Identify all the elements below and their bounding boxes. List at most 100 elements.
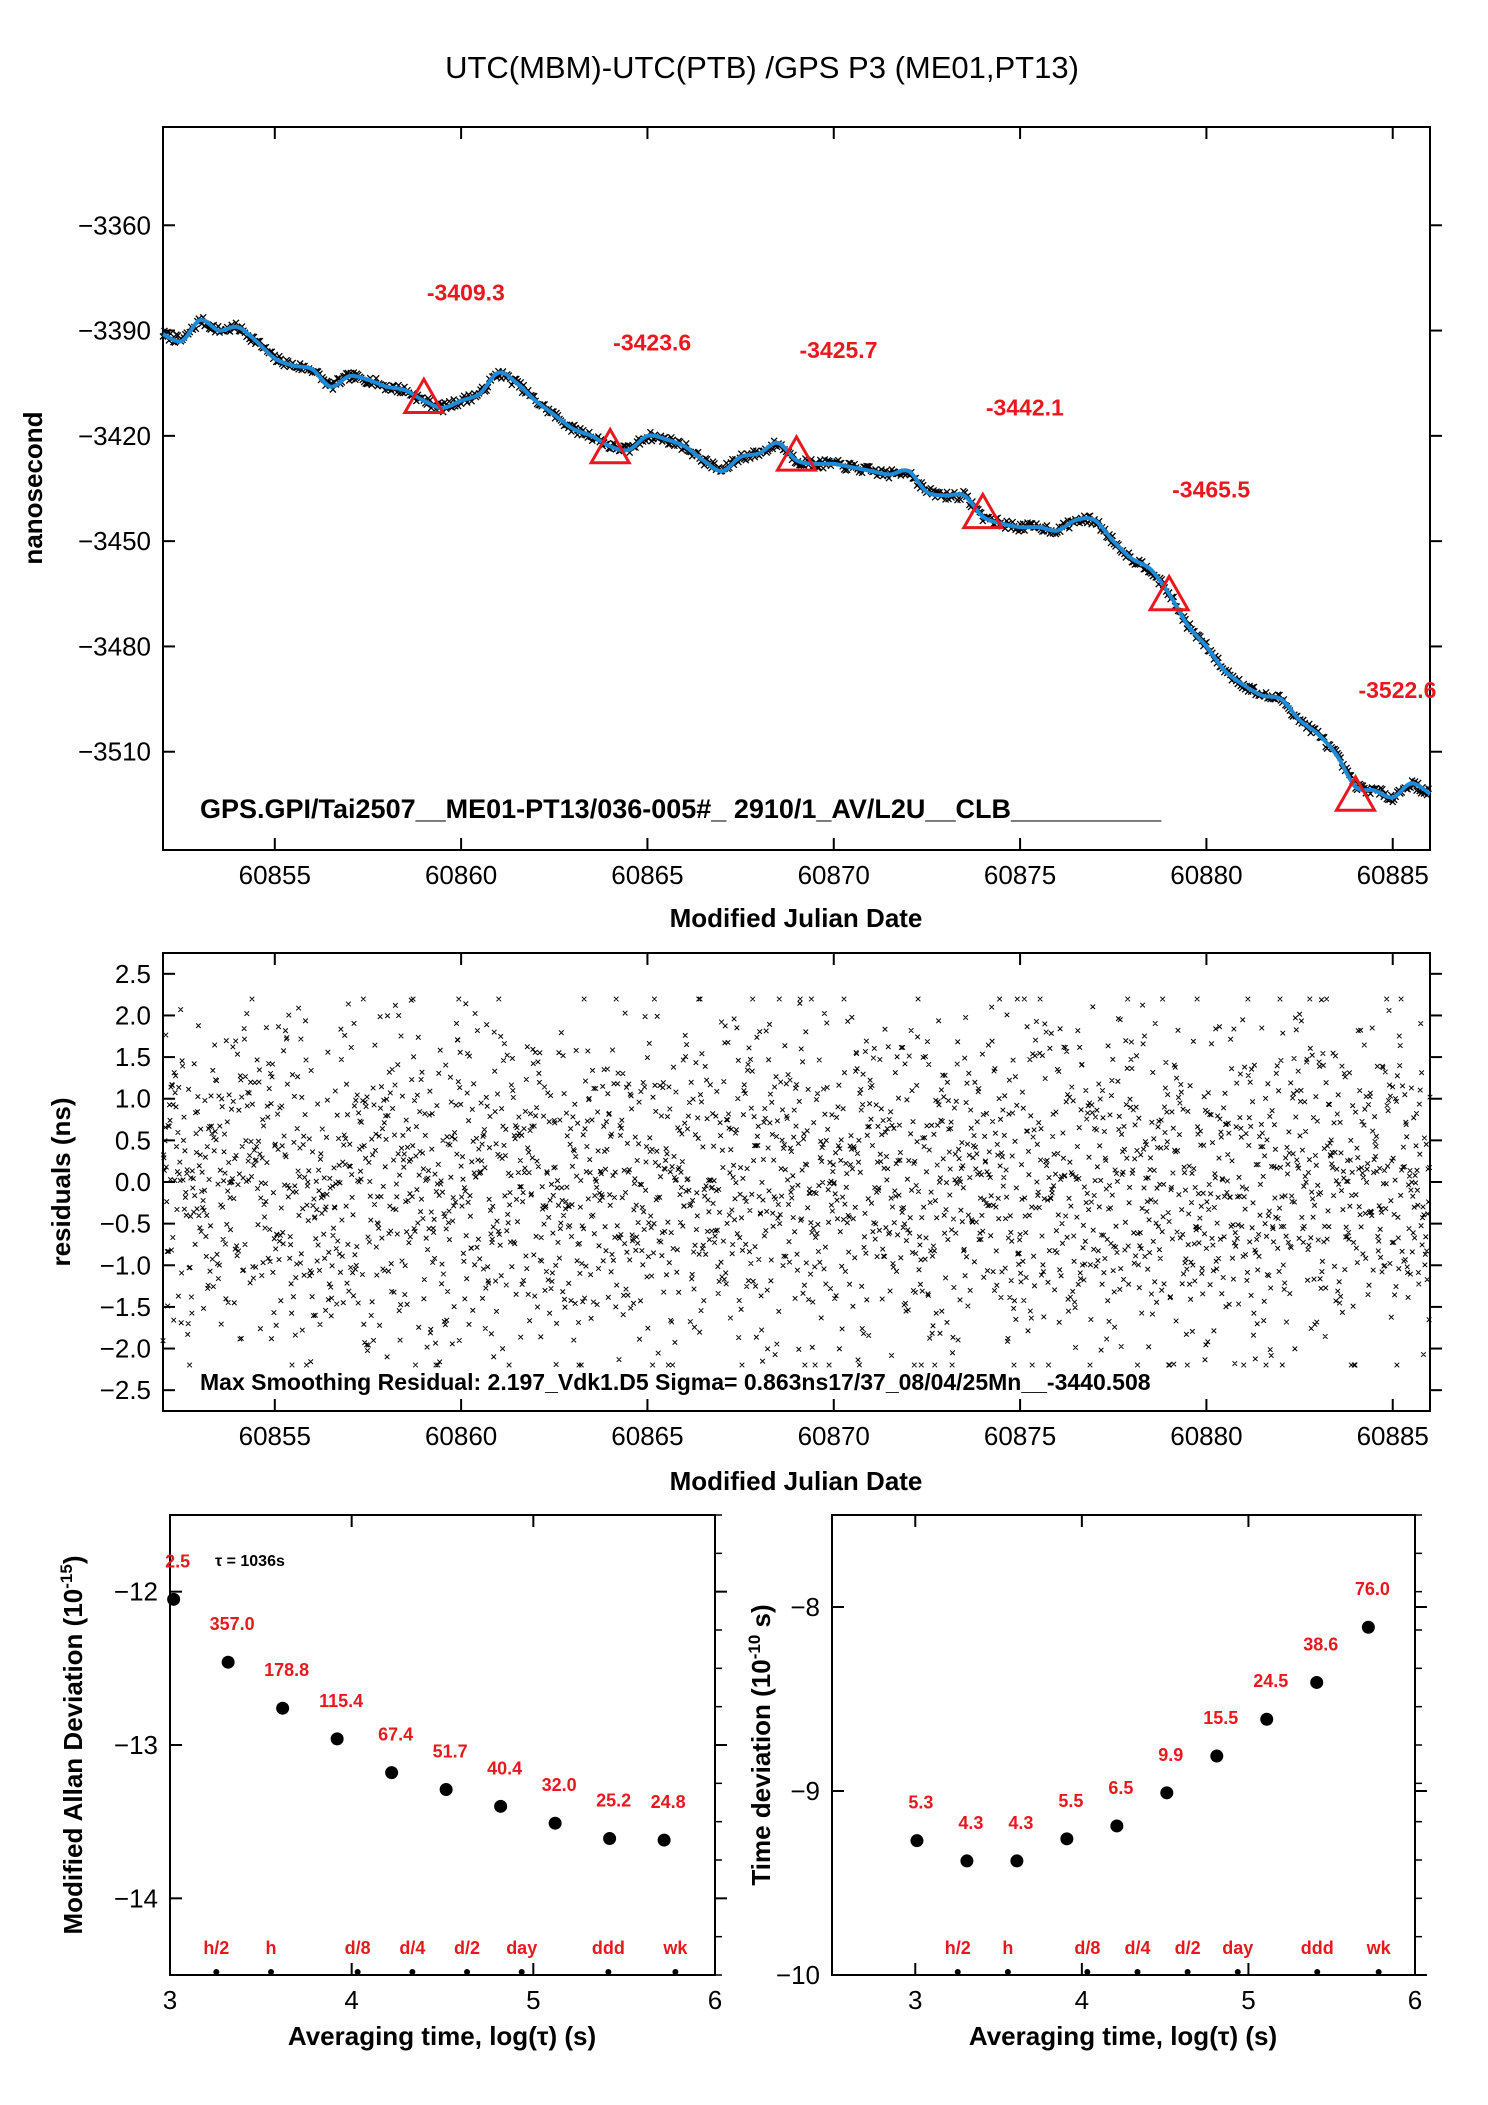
deviation-point-label: 25.2 bbox=[596, 1791, 631, 1811]
deviation-point bbox=[221, 1655, 235, 1669]
offset-marker-triangle bbox=[1333, 773, 1378, 812]
interval-mark-label: h bbox=[266, 1938, 277, 1958]
interval-mark-label: d/8 bbox=[345, 1938, 371, 1958]
interval-mark bbox=[464, 1969, 471, 1975]
x-tick-label: 3 bbox=[163, 1985, 177, 2015]
offset-marker-triangle bbox=[774, 433, 819, 472]
offset-y-axis-label: nanosecond bbox=[18, 411, 48, 564]
offset-chart: 60855 60860 60865 60870 60875 60880 60885 −3360… bbox=[18, 126, 1442, 933]
x-tick-label: 60885 bbox=[1357, 1421, 1429, 1451]
deviation-point-label: 51.7 bbox=[433, 1741, 468, 1761]
interval-mark-label: d/2 bbox=[454, 1938, 480, 1958]
interval-mark bbox=[1084, 1969, 1091, 1975]
x-tick-label: 60865 bbox=[611, 860, 683, 890]
interval-mark bbox=[1004, 1969, 1011, 1975]
offset-marker-triangle bbox=[402, 376, 446, 415]
mdev-tau-note: τ = 1036s bbox=[215, 1553, 285, 1570]
offset-annotation: GPS.GPI/Tai2507__ME01-PT13/036-005#_ 291… bbox=[200, 794, 1162, 824]
y-tick-label: −2.0 bbox=[100, 1334, 151, 1364]
deviation-point bbox=[1060, 1832, 1074, 1846]
deviation-point-label: 76.0 bbox=[1355, 1579, 1390, 1599]
x-tick-label: 60860 bbox=[425, 860, 497, 890]
deviation-point-label: 178.8 bbox=[264, 1660, 309, 1680]
interval-mark bbox=[672, 1969, 679, 1975]
deviation-point-label: 67.4 bbox=[378, 1725, 413, 1745]
y-tick-label: 0.0 bbox=[115, 1167, 151, 1197]
x-tick-label: 60860 bbox=[425, 1421, 497, 1451]
residual-point-cloud bbox=[160, 996, 1433, 1368]
interval-mark-label: d/4 bbox=[1124, 1938, 1150, 1958]
y-tick-label: 1.0 bbox=[115, 1084, 151, 1114]
deviation-point bbox=[1310, 1675, 1324, 1689]
interval-mark bbox=[268, 1969, 275, 1975]
deviation-point-label: 9.9 bbox=[1158, 1745, 1183, 1765]
deviation-point bbox=[910, 1834, 924, 1848]
deviation-point-label: 4.3 bbox=[1008, 1813, 1033, 1833]
deviation-point-label: 24.8 bbox=[651, 1792, 686, 1812]
x-tick-label: 60875 bbox=[984, 860, 1056, 890]
x-tick-label: 4 bbox=[344, 1985, 358, 2015]
interval-mark-label: d/4 bbox=[399, 1938, 425, 1958]
x-tick-label: 60885 bbox=[1357, 860, 1429, 890]
residuals-annotation: Max Smoothing Residual: 2.197_Vdk1.D5 Si… bbox=[200, 1369, 1151, 1395]
x-tick-label: 60855 bbox=[239, 860, 311, 890]
interval-mark bbox=[954, 1969, 961, 1975]
deviation-point bbox=[1010, 1854, 1024, 1868]
tdev-plot-frame bbox=[831, 1514, 1416, 1976]
deviation-point bbox=[1260, 1712, 1274, 1726]
interval-mark bbox=[1314, 1969, 1321, 1975]
deviation-point bbox=[167, 1592, 181, 1606]
x-tick-label: 5 bbox=[1241, 1985, 1255, 2015]
x-tick-label: 60880 bbox=[1170, 1421, 1242, 1451]
interval-mark-label: h bbox=[1002, 1938, 1013, 1958]
mdev-chart: 3 4 5 6 −12 −13 −14 2.5 357.0 178.8 115.4 67.4 51.7… bbox=[57, 1514, 727, 2051]
deviation-point-label: 4.3 bbox=[958, 1813, 983, 1833]
y-tick-label: 2.5 bbox=[115, 959, 151, 989]
x-tick-label: 60855 bbox=[239, 1421, 311, 1451]
deviation-point bbox=[960, 1854, 974, 1868]
offset-marker-triangle bbox=[1147, 573, 1191, 612]
y-tick-label: −3360 bbox=[78, 210, 151, 240]
deviation-point bbox=[385, 1766, 399, 1780]
y-tick-label: −1.5 bbox=[100, 1292, 151, 1322]
residuals-plot-frame bbox=[162, 952, 1431, 1412]
figure-title: UTC(MBM)-UTC(PTB) /GPS P3 (ME01,PT13) bbox=[445, 50, 1079, 85]
deviation-point-label: 6.5 bbox=[1108, 1778, 1133, 1798]
offset-marker-label: -3465.5 bbox=[1172, 477, 1250, 503]
deviation-point bbox=[1110, 1819, 1124, 1833]
deviation-point bbox=[548, 1816, 562, 1830]
y-tick-label: −8 bbox=[790, 1592, 820, 1622]
offset-marker-label: -3425.7 bbox=[799, 337, 877, 363]
residuals-x-axis-label: Modified Julian Date bbox=[670, 1466, 923, 1496]
x-tick-label: 60870 bbox=[798, 1421, 870, 1451]
interval-mark bbox=[213, 1969, 220, 1975]
interval-mark-label: day bbox=[1222, 1938, 1253, 1958]
mdev-y-label-exponent: -15 bbox=[57, 1564, 76, 1589]
deviation-point bbox=[276, 1701, 290, 1715]
interval-mark-label: ddd bbox=[1301, 1938, 1334, 1958]
deviation-point-label: 38.6 bbox=[1303, 1634, 1338, 1654]
y-tick-label: 2.0 bbox=[115, 1000, 151, 1030]
residual-points bbox=[160, 996, 1433, 1368]
interval-mark bbox=[605, 1969, 612, 1975]
x-tick-label: 60865 bbox=[611, 1421, 683, 1451]
interval-mark-label: d/2 bbox=[1175, 1938, 1201, 1958]
mdev-y-label-main: Modified Allan Deviation (10 bbox=[58, 1589, 88, 1935]
interval-mark bbox=[518, 1969, 525, 1975]
interval-mark-label: ddd bbox=[592, 1938, 625, 1958]
y-tick-label: 0.5 bbox=[115, 1125, 151, 1155]
tdev-x-axis-label: Averaging time, log(τ) (s) bbox=[969, 2021, 1277, 2051]
interval-mark bbox=[1134, 1969, 1141, 1975]
y-tick-label: −10 bbox=[776, 1960, 820, 1990]
deviation-point-label: 115.4 bbox=[319, 1691, 363, 1711]
mdev-y-label-end: ) bbox=[58, 1556, 88, 1565]
deviation-point-label: 24.5 bbox=[1253, 1671, 1288, 1691]
y-tick-label: −3390 bbox=[78, 316, 151, 346]
residuals-chart: 60855 60860 60865 60870 60875 60880 60885 2.5 2.… bbox=[46, 952, 1442, 1496]
y-tick-label: −13 bbox=[114, 1730, 158, 1760]
interval-mark bbox=[354, 1969, 361, 1975]
interval-mark bbox=[1375, 1969, 1382, 1975]
interval-mark-label: day bbox=[506, 1938, 537, 1958]
offset-marker-label: -3409.3 bbox=[427, 279, 505, 305]
